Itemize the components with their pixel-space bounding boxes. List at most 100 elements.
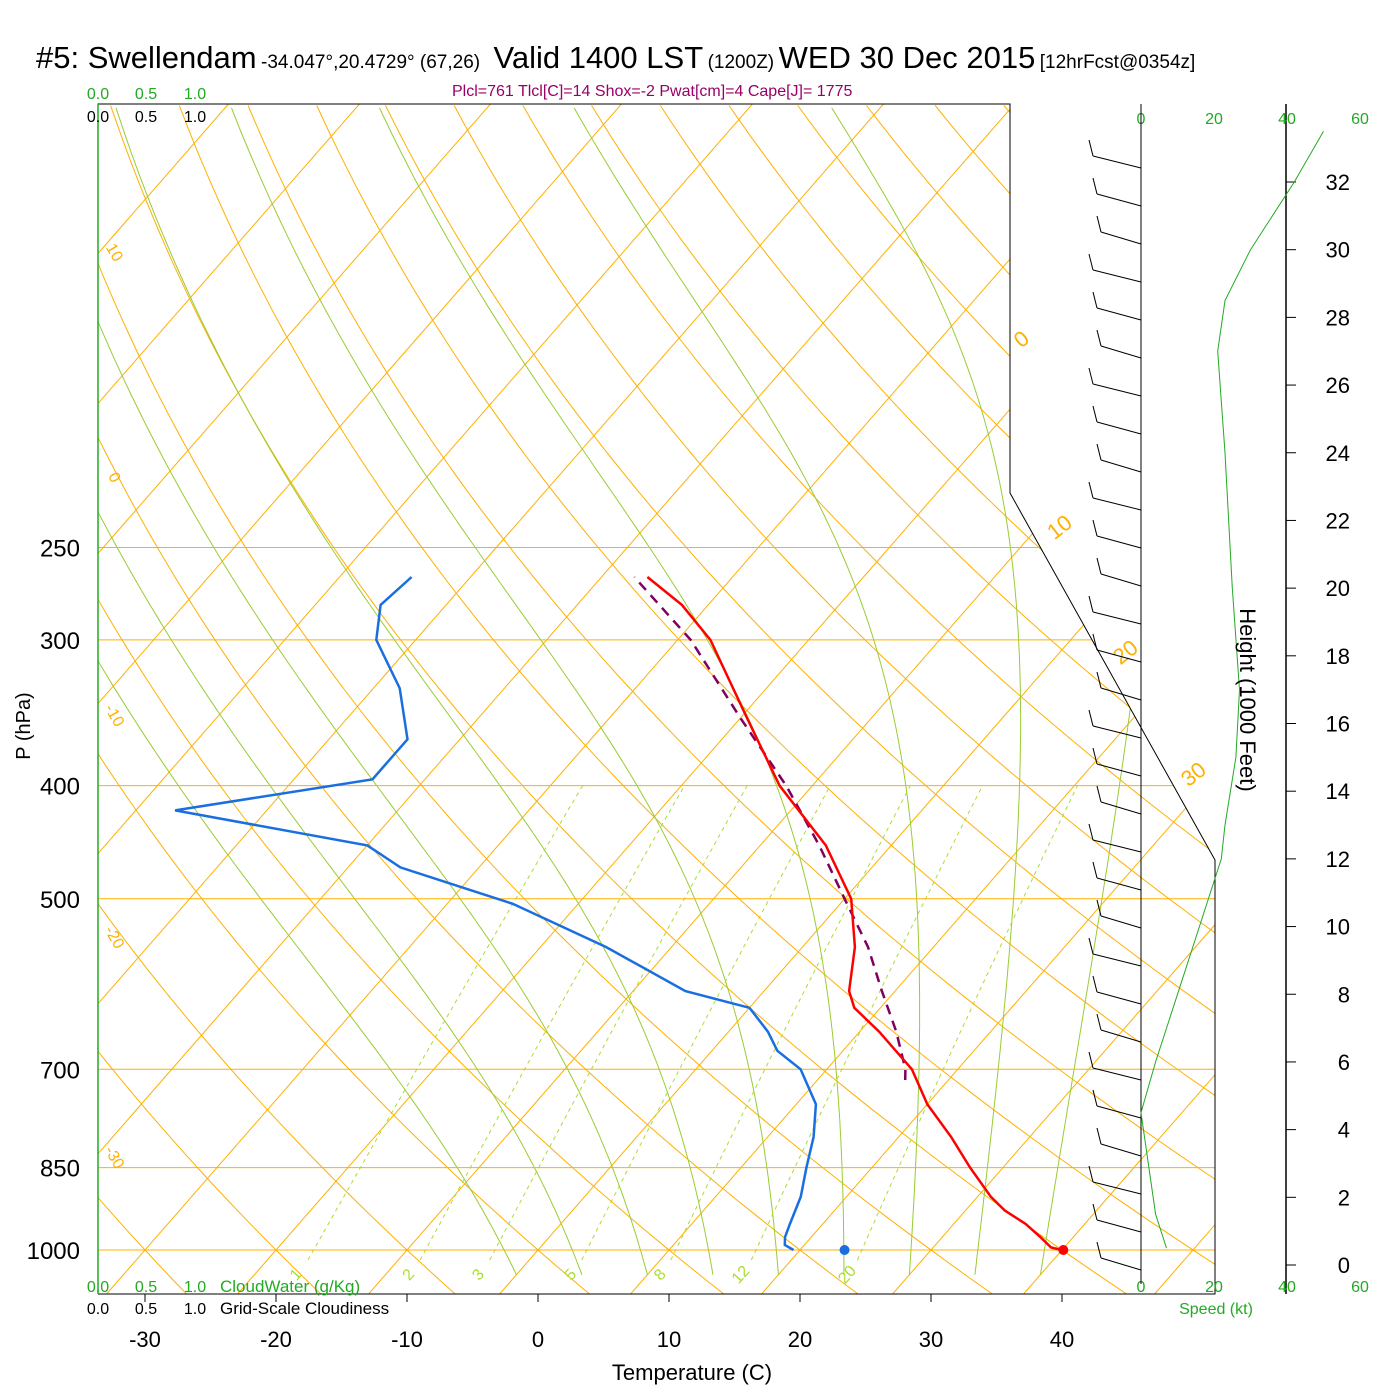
- wind-barb-flag: [1088, 367, 1094, 385]
- height-tick-label: 2: [1338, 1185, 1350, 1210]
- station-name: #5: Swellendam: [36, 40, 257, 75]
- dry-adiabat-line: [98, 105, 993, 1294]
- x-tick-label: -10: [391, 1327, 423, 1352]
- dry-adiabat-line: [247, 105, 1215, 1294]
- forecast-info: [12hrFcst@0354z]: [1039, 52, 1196, 73]
- wind-barb: [1100, 1029, 1142, 1043]
- wind-barb: [1096, 649, 1142, 663]
- cloudiness-tick-bottom: 1.0: [184, 1301, 206, 1318]
- cloudiness-tick-top: 0.5: [135, 109, 157, 126]
- speed-tick-label-bottom: 60: [1351, 1279, 1369, 1296]
- wind-barb-flag: [1092, 747, 1098, 765]
- moist-adiabat-line: [98, 107, 517, 1275]
- moist-adiabat-line: [379, 107, 845, 1275]
- dry-adiabat-line: [1140, 105, 1215, 1294]
- surface-temperature-marker: [1058, 1245, 1069, 1255]
- dry-adiabat-line: [659, 105, 1215, 1294]
- speed-tick-label-bottom: 0: [1137, 1279, 1146, 1296]
- x-tick-label: 10: [657, 1327, 681, 1352]
- valid-date: WED 30 Dec 2015: [778, 40, 1036, 75]
- height-tick-label: 20: [1326, 576, 1350, 601]
- cloudiness-tick-top: 0.0: [87, 109, 109, 126]
- plot-frame: [97, 103, 1216, 1295]
- dewpoint-trace: [174, 576, 818, 1252]
- x-tick-label: 30: [919, 1327, 943, 1352]
- wind-barb-flag: [1092, 291, 1098, 309]
- height-tick-label: 30: [1326, 238, 1350, 263]
- pressure-tick-label: 300: [40, 628, 80, 655]
- speed-tick-label-top: 60: [1351, 111, 1369, 128]
- wind-barb: [1100, 687, 1142, 701]
- mixing-ratio-label: 2: [400, 1266, 419, 1284]
- parcel-trace: [633, 576, 907, 1081]
- cloudwater-tick-bottom: 0.0: [87, 1279, 109, 1296]
- height-axis-label: Height (1000 Feet): [1235, 608, 1260, 791]
- wind-barb-flag: [1096, 215, 1102, 233]
- height-tick-label: 14: [1326, 779, 1350, 804]
- dry-adiabat-line: [1003, 105, 1215, 1294]
- wind-barb-flag: [1096, 899, 1102, 917]
- wind-barb: [1092, 497, 1142, 511]
- dry-adiabat-line: [453, 105, 1215, 1294]
- mixing-ratio-label: 8: [651, 1266, 670, 1284]
- isotherm-line: [499, 104, 1215, 1294]
- height-tick-label: 32: [1326, 170, 1350, 195]
- height-tick-label: 26: [1326, 373, 1350, 398]
- wind-barb: [1096, 421, 1142, 435]
- isotherm-line: [368, 104, 1215, 1294]
- pressure-tick-label: 1000: [27, 1238, 80, 1265]
- cloudwater-tick-bottom: 0.5: [135, 1279, 157, 1296]
- parcel-stats: Plcl=761 Tlcl[C]=14 Shox=-2 Pwat[cm]=4 C…: [452, 83, 853, 100]
- cloudwater-tick-top: 0.5: [135, 86, 157, 103]
- isotherm-line: [106, 104, 1146, 1294]
- wind-barb-flag: [1088, 595, 1094, 613]
- valid-time: Valid 1400 LST: [493, 40, 704, 75]
- x-axis-label: Temperature (C): [612, 1360, 772, 1385]
- wind-barb-flag: [1092, 975, 1098, 993]
- wind-barb: [1100, 459, 1142, 473]
- height-tick-label: 24: [1326, 441, 1350, 466]
- wind-barb-flag: [1088, 1051, 1094, 1069]
- wind-barb-flag: [1092, 633, 1098, 651]
- theta-label: -20: [101, 923, 127, 952]
- wind-speed-trace: [1140, 130, 1324, 1249]
- height-tick-label: 18: [1326, 644, 1350, 669]
- isotherm-line: [1154, 104, 1215, 1294]
- isotherm-line: [761, 104, 1215, 1294]
- wind-barb: [1100, 231, 1142, 245]
- pressure-tick-label: 700: [40, 1057, 80, 1084]
- cloudiness-label: Grid-Scale Cloudiness: [220, 1299, 389, 1318]
- height-tick-label: 16: [1326, 712, 1350, 737]
- wind-barb-flag: [1092, 861, 1098, 879]
- wind-barb-flag: [1096, 443, 1102, 461]
- dry-adiabat-line: [178, 105, 1215, 1294]
- isotherm-line: [1286, 104, 1400, 1294]
- wind-barb-flag: [1088, 139, 1094, 157]
- wind-barb-flag: [1092, 519, 1098, 537]
- mixing-ratio-line: [307, 785, 584, 1261]
- wind-barb-flag: [1096, 1127, 1102, 1145]
- x-tick-label: 40: [1050, 1327, 1074, 1352]
- wind-barb-flag: [1088, 481, 1094, 499]
- isotherm-line: [98, 104, 884, 1294]
- wind-barb-flag: [1092, 1089, 1098, 1107]
- moist-adiabat-line: [231, 107, 779, 1275]
- surface-dewpoint-marker: [839, 1245, 850, 1255]
- mixing-ratio-label: 12: [729, 1263, 754, 1288]
- dry-adiabat-line: [98, 105, 322, 1294]
- wind-barb: [1100, 915, 1142, 929]
- mixing-ratio-line: [489, 785, 748, 1261]
- moist-adiabat-line: [98, 107, 583, 1275]
- dry-adiabat-line: [591, 105, 1215, 1294]
- dry-adiabat-line: [316, 105, 1215, 1294]
- cloudwater-tick-top: 0.0: [87, 86, 109, 103]
- x-tick-label: 0: [532, 1327, 544, 1352]
- height-tick-label: 4: [1338, 1118, 1350, 1143]
- mixing-ratio-line: [670, 785, 911, 1261]
- wind-barb-flag: [1088, 823, 1094, 841]
- y-axis-label: P (hPa): [13, 692, 35, 759]
- wind-barb: [1092, 953, 1142, 967]
- wind-barb: [1096, 991, 1142, 1005]
- isotherm-line: [98, 104, 360, 1294]
- cloudiness-tick-bottom: 0.5: [135, 1301, 157, 1318]
